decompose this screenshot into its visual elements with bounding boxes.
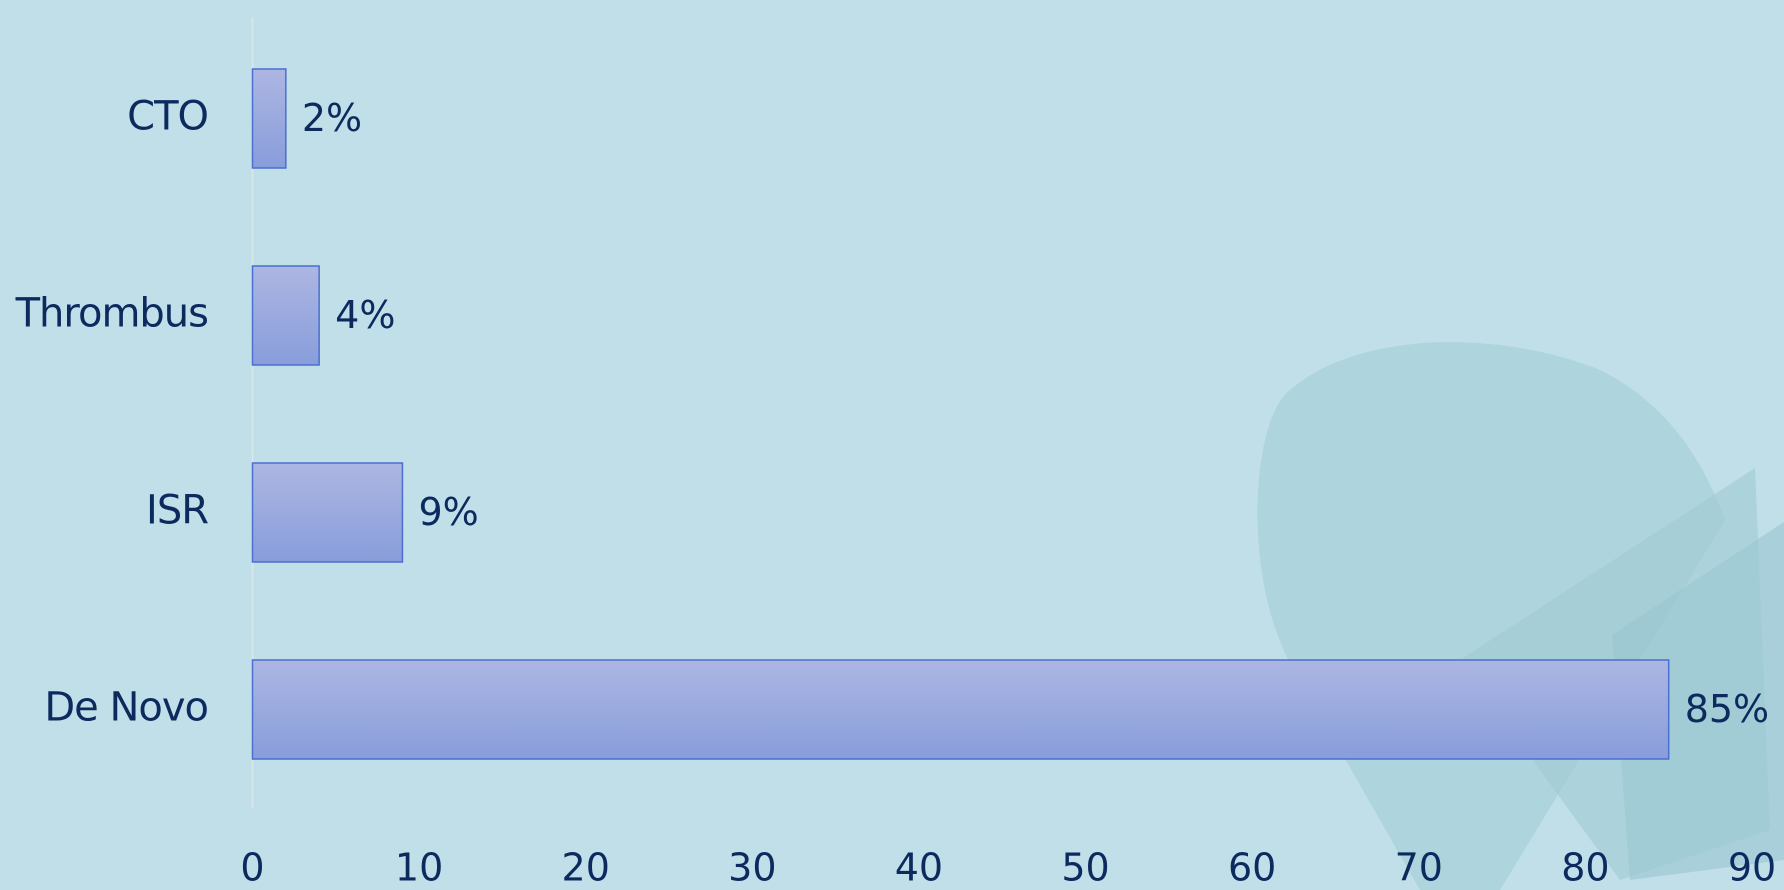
decoration [1612,522,1784,880]
bar [251,265,320,366]
value-label: 85% [1685,687,1769,731]
x-tick-label: 40 [895,846,943,890]
x-tick-label: 80 [1561,846,1609,890]
value-label: 4% [335,293,395,337]
x-tick-label: 20 [562,846,610,890]
y-tick-label: De Novo [44,685,208,731]
y-tick-label: CTO [127,94,208,140]
bar [251,68,287,169]
x-tick-label: 50 [1061,846,1109,890]
y-tick-label: ISR [146,488,208,534]
x-tick-label: 90 [1728,846,1776,890]
y-tick-label: Thrombus [15,291,208,337]
value-label: 2% [302,96,362,140]
x-tick-label: 30 [728,846,776,890]
x-tick-label: 10 [395,846,443,890]
value-label: 9% [418,490,478,534]
x-tick-label: 60 [1228,846,1276,890]
x-tick-label: 70 [1395,846,1443,890]
bar [251,462,404,563]
x-tick-label: 0 [240,846,264,890]
bar [251,659,1670,760]
